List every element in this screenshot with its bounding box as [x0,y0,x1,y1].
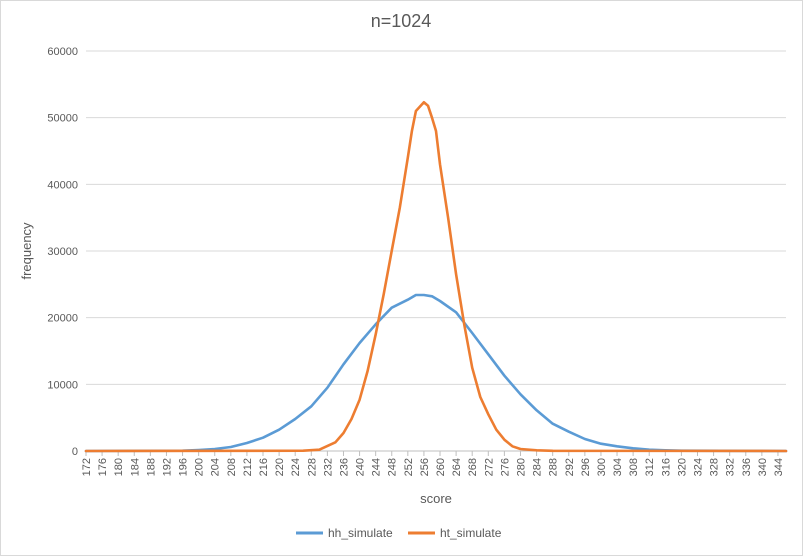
x-tick-label: 276 [499,458,511,476]
gridlines [86,50,786,452]
x-tick-label: 292 [564,458,576,476]
y-tick-label: 0 [72,446,78,458]
y-tick-label: 30000 [47,246,78,258]
x-tick-label: 224 [290,458,302,476]
x-tick-label: 184 [129,458,141,476]
x-tick-label: 336 [741,458,753,476]
x-tick-label: 192 [161,458,173,476]
x-tick-label: 204 [210,458,222,476]
x-tick-label: 200 [194,458,206,476]
x-tick-label: 180 [113,458,125,476]
x-tick-label: 248 [387,458,399,476]
x-tick-label: 284 [532,458,544,476]
x-tick-label: 208 [226,458,238,476]
y-axis-label: frequency [19,222,34,280]
x-tick-label: 172 [81,458,93,476]
x-tick-label: 288 [548,458,560,476]
y-axis-ticks: 0 10000 20000 30000 40000 50000 60000 [47,46,78,458]
x-tick-label: 256 [419,458,431,476]
x-tick-label: 228 [306,458,318,476]
x-tick-label: 308 [628,458,640,476]
x-tick-label: 220 [274,458,286,476]
chart-title: n=1024 [371,11,432,31]
x-tick-label: 212 [242,458,254,476]
x-tick-label: 312 [644,458,656,476]
legend: hh_simulate ht_simulate [296,526,502,540]
x-tick-label: 264 [451,458,463,476]
x-tick-label: 252 [403,458,415,476]
x-tick-label: 196 [178,458,190,476]
x-tick-label: 236 [338,458,350,476]
x-tick-label: 244 [371,458,383,476]
x-tick-label: 320 [676,458,688,476]
legend-label: ht_simulate [440,526,502,540]
series-line-hh_simulate [84,293,788,453]
x-tick-label: 176 [97,458,109,476]
x-tick-label: 300 [596,458,608,476]
x-tick-label: 296 [580,458,592,476]
x-tick-label: 324 [692,458,704,476]
x-tick-label: 304 [612,458,624,476]
x-tick-label: 340 [757,458,769,476]
x-axis-label: score [420,491,452,506]
x-tick-label: 260 [435,458,447,476]
x-tick-label: 344 [773,458,785,476]
x-tick-label: 188 [145,458,157,476]
y-tick-label: 10000 [47,379,78,391]
y-tick-label: 20000 [47,313,78,325]
x-tick-label: 332 [725,458,737,476]
x-tick-label: 216 [258,458,270,476]
y-tick-label: 50000 [47,113,78,125]
x-tick-label: 272 [483,458,495,476]
legend-label: hh_simulate [328,526,393,540]
x-tick-label: 280 [515,458,527,476]
series-line-ht_simulate [84,101,788,453]
x-axis-ticks: 172 176 180 184 188 192 196 200 204 208 212 216 220 2… [81,451,785,476]
x-tick-label: 328 [709,458,721,476]
x-tick-label: 316 [660,458,672,476]
x-tick-label: 268 [467,458,479,476]
y-tick-label: 40000 [47,179,78,191]
x-tick-label: 240 [355,458,367,476]
x-tick-label: 232 [322,458,334,476]
y-tick-label: 60000 [47,46,78,58]
series-layer [84,101,788,453]
